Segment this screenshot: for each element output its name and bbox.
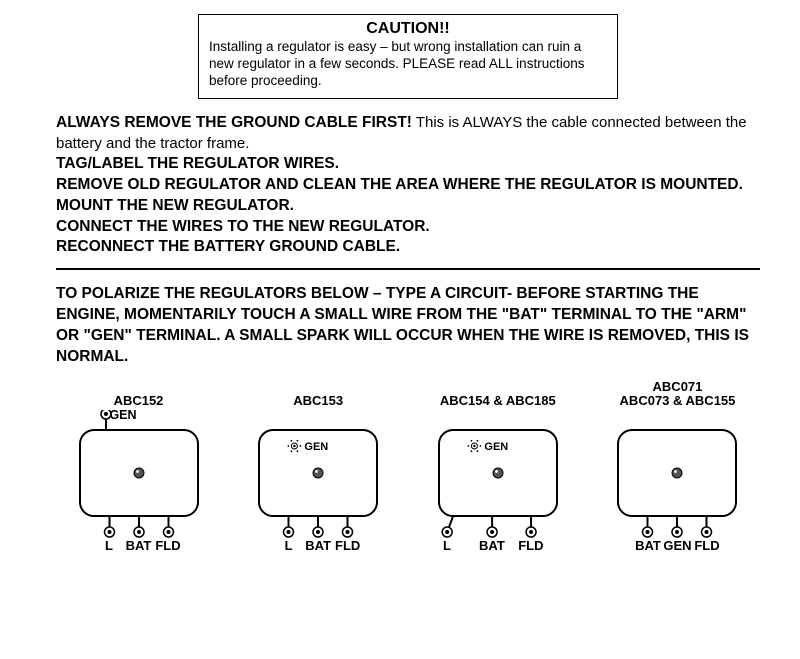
regulator-title-line: ABC152	[56, 394, 221, 408]
top-terminal-label: GEN	[109, 408, 136, 422]
regulator-svg: GEN	[243, 410, 393, 540]
regulator-title: ABC154 & ABC185	[415, 378, 580, 408]
polarize-text: TO POLARIZE THE REGULATORS BELOW – TYPE …	[56, 284, 760, 368]
instructions-block: ALWAYS REMOVE THE GROUND CABLE FIRST! Th…	[56, 113, 760, 259]
step-5: RECONNECT THE BATTERY GROUND CABLE.	[56, 237, 760, 258]
regulator-diagram: ABC071 ABC073 & ABC155 BATGENFLD	[595, 378, 760, 540]
terminal-labels: BATGENFLD	[602, 538, 752, 552]
step-4: CONNECT THE WIRES TO THE NEW REGULATOR.	[56, 217, 760, 238]
regulator-title: ABC071 ABC073 & ABC155	[595, 378, 760, 408]
regulator-title: ABC152	[56, 378, 221, 408]
regulator-svg: GEN	[423, 410, 573, 540]
regulator-title-line: ABC071	[595, 380, 760, 394]
terminal-labels: L BAT FLD	[423, 538, 573, 552]
regulator-diagram: ABC154 & ABC185 GEN LBATFLD	[415, 378, 580, 540]
regulator-svg	[602, 410, 752, 540]
step-2: TAG/LABEL THE REGULATOR WIRES.	[56, 154, 760, 175]
step1-bold: ALWAYS REMOVE THE GROUND CABLE FIRST!	[56, 114, 412, 131]
regulator-svg	[64, 410, 214, 540]
regulator-diagram: ABC152 GEN LBATFLD	[56, 378, 221, 540]
terminal-label: L	[443, 538, 451, 553]
terminal-labels: L BAT FLD	[243, 538, 393, 552]
caution-title: CAUTION!!	[209, 19, 607, 39]
terminal-label: FLD	[155, 538, 180, 553]
divider-rule	[56, 268, 760, 270]
terminal-label: BAT	[635, 538, 661, 553]
regulator-title-line: ABC154 & ABC185	[415, 394, 580, 408]
terminal-label: BAT	[305, 538, 331, 553]
terminal-label: BAT	[479, 538, 505, 553]
page: CAUTION!! Installing a regulator is easy…	[0, 0, 800, 659]
regulator-diagram: ABC153 GEN LBATFLD	[236, 378, 401, 540]
terminal-label: L	[285, 538, 293, 553]
regulator-title: ABC153	[236, 378, 401, 408]
caution-box: CAUTION!! Installing a regulator is easy…	[198, 14, 618, 99]
terminal-label: FLD	[335, 538, 360, 553]
step-1: ALWAYS REMOVE THE GROUND CABLE FIRST! Th…	[56, 113, 760, 154]
regulator-row: ABC152 GEN LBATFLD ABC153	[56, 378, 760, 540]
svg-text:GEN: GEN	[484, 441, 508, 453]
regulator-title-line: ABC073 & ABC155	[595, 394, 760, 408]
terminal-label: L	[105, 538, 113, 553]
step-3: REMOVE OLD REGULATOR AND CLEAN THE AREA …	[56, 175, 760, 217]
terminal-label: FLD	[518, 538, 543, 553]
caution-body: Installing a regulator is easy – but wro…	[209, 39, 607, 90]
terminal-label: BAT	[126, 538, 152, 553]
terminal-label: GEN	[663, 538, 691, 553]
terminal-label: FLD	[694, 538, 719, 553]
terminal-labels: L BATFLD	[64, 538, 214, 552]
svg-text:GEN: GEN	[305, 441, 329, 453]
regulator-title-line: ABC153	[236, 394, 401, 408]
